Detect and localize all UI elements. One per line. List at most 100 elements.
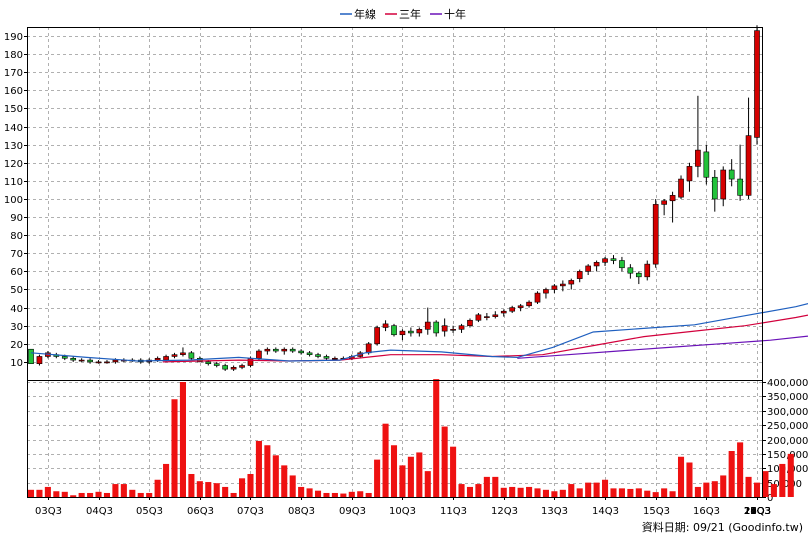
- candle-body-up: [78, 359, 85, 362]
- candle: [703, 144, 710, 185]
- x-tick-label: 06Q3: [187, 506, 214, 517]
- candle-body-down: [627, 267, 634, 274]
- candle: [180, 347, 186, 357]
- price-tick-label: 90: [10, 213, 23, 224]
- x-tick-label: 12Q3: [491, 506, 518, 517]
- candle: [534, 291, 541, 304]
- volume-bar: [120, 484, 127, 497]
- candle-body-up: [534, 292, 541, 303]
- candle: [509, 305, 516, 314]
- candle: [323, 354, 330, 361]
- price-tick-label: 140: [4, 123, 23, 134]
- candle: [78, 358, 85, 362]
- x-tick-label: 09Q3: [339, 506, 366, 517]
- candle-body-up: [180, 352, 186, 355]
- candle: [70, 356, 77, 362]
- candle-body-down: [28, 348, 34, 365]
- volume-bar: [568, 484, 575, 497]
- candle: [450, 325, 456, 333]
- candle: [627, 264, 634, 279]
- volume-bar: [179, 382, 186, 497]
- candle: [424, 307, 431, 335]
- volume-bar: [87, 492, 94, 497]
- price-tick-label: 70: [10, 249, 23, 260]
- candle-body-up: [112, 359, 119, 363]
- volume-bar: [458, 484, 465, 497]
- volume-bar: [424, 471, 431, 497]
- volume-bar: [433, 379, 440, 497]
- volume-bar: [728, 451, 735, 497]
- volume-axis: 050,000100,000150,000200,000250,000300,0…: [763, 378, 808, 504]
- volume-bar: [44, 486, 51, 497]
- x-tick-label: 24Q3: [744, 506, 771, 517]
- candle-body-up: [230, 367, 237, 370]
- candle: [289, 347, 296, 353]
- x-tick-label: 11Q3: [440, 506, 467, 517]
- volume-bar: [483, 476, 490, 497]
- candle: [686, 162, 693, 192]
- volume-bar: [441, 426, 448, 497]
- candle: [36, 354, 43, 366]
- grid: [27, 27, 763, 498]
- volume-tick-label: 200,000: [767, 436, 808, 447]
- volume-bar: [112, 484, 119, 497]
- candle-body-up: [382, 323, 389, 328]
- candle: [458, 323, 465, 333]
- candle: [678, 175, 684, 199]
- volume-bar: [348, 491, 355, 497]
- volume-bar: [602, 479, 609, 497]
- candle-body-down: [188, 352, 195, 359]
- x-tick-label: 25Q3: [744, 506, 771, 517]
- volume-bar: [534, 488, 541, 497]
- volume-bar: [146, 492, 153, 497]
- candle-body-up: [95, 361, 102, 364]
- volume-bar: [27, 489, 35, 497]
- volume-bar: [272, 455, 279, 497]
- volume-bar: [399, 465, 406, 497]
- candle-body-down: [205, 361, 212, 365]
- candle-body-up: [669, 195, 676, 202]
- candle-body-up: [754, 30, 760, 138]
- candle: [441, 318, 448, 337]
- candle-body-up: [458, 325, 465, 330]
- candle-body-down: [61, 356, 68, 359]
- x-tick-label: 07Q3: [237, 506, 264, 517]
- volume-bar: [205, 482, 212, 497]
- candle-body-up: [551, 285, 558, 290]
- candle: [593, 260, 600, 272]
- candle: [568, 278, 575, 290]
- volume-bar: [559, 489, 566, 497]
- candle-body-up: [171, 354, 178, 357]
- price-tick-label: 130: [4, 141, 23, 152]
- volume-bar: [154, 479, 161, 497]
- candle-body-down: [737, 178, 743, 196]
- volume-bar: [264, 445, 271, 497]
- volume-bar: [475, 484, 482, 497]
- candle-body-up: [256, 350, 262, 359]
- candle-body-up: [154, 357, 161, 361]
- candle: [95, 360, 102, 364]
- x-tick-label: 18Q3: [744, 506, 771, 517]
- volume-bar: [635, 488, 642, 497]
- volume-bar: [95, 491, 102, 497]
- candle: [585, 264, 591, 276]
- x-tick-label: 21Q3: [744, 506, 771, 517]
- plot-frame: [27, 27, 763, 498]
- candle: [661, 198, 667, 216]
- volume-tick-label: 150,000: [767, 450, 808, 461]
- volume-bar: [53, 491, 60, 497]
- volume-bar: [526, 486, 533, 497]
- x-tick-label: 16Q3: [693, 506, 720, 517]
- candle: [315, 352, 321, 359]
- price-tick-label: 50: [10, 285, 23, 296]
- candle: [475, 313, 482, 323]
- candle: [332, 356, 338, 361]
- candle-body-up: [661, 200, 667, 205]
- volume-bar: [779, 463, 786, 497]
- candle: [433, 320, 440, 337]
- candle-body-up: [467, 319, 473, 326]
- volume-bars: [27, 379, 794, 497]
- candle-body-down: [619, 260, 625, 269]
- volume-bar: [230, 492, 237, 497]
- candle: [298, 349, 304, 355]
